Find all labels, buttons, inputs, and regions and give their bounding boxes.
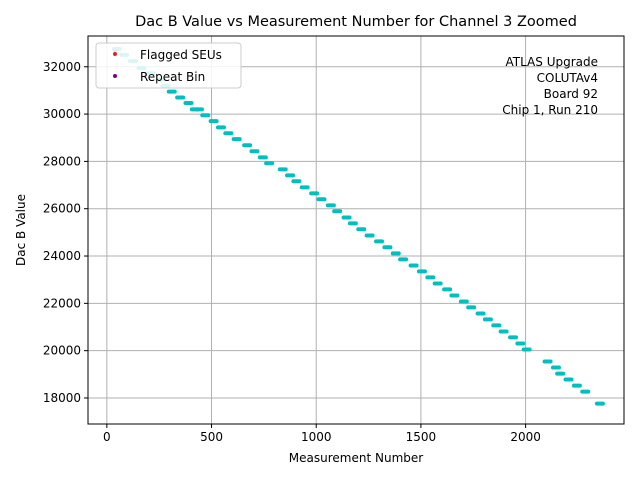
data-point [398,257,409,262]
data-point [341,215,352,220]
x-tick-label: 0 [103,430,111,444]
data-point [316,197,327,202]
data-point [347,221,358,226]
y-tick-label: 28000 [43,154,81,168]
annotation-line-2: COLUTAv4 [537,71,598,85]
data-point [374,239,385,244]
data-point [382,245,393,250]
data-point [515,341,526,346]
legend-marker-repeat-bin [113,74,117,78]
data-point [356,227,367,232]
grid [88,36,624,424]
data-point [299,185,310,190]
y-tick-label: 30000 [43,107,81,121]
plot-frame [87,35,625,425]
data-point [442,287,453,292]
x-tick-label: 1000 [301,430,332,444]
data-point [425,275,436,280]
y-tick-label: 24000 [43,249,81,263]
data-point [475,311,486,316]
data-point [285,173,296,178]
data-point [183,100,194,105]
data-point [555,371,566,376]
legend: Flagged SEUs Repeat Bin [95,42,242,89]
y-axis-label: Dac B Value [14,194,28,266]
y-tick-label: 22000 [43,296,81,310]
legend-marker-flagged-seus [113,52,117,56]
data-point [277,167,288,172]
annotation-line-1: ATLAS Upgrade [505,55,598,69]
data-point [408,263,419,268]
data-point [264,161,275,166]
data-point [458,299,469,304]
data-point [449,293,460,298]
data-point [594,401,605,406]
data-point [498,329,509,334]
data-point [291,179,302,184]
y-tick-label: 18000 [43,391,81,405]
data-point [200,113,211,118]
x-tick-label: 500 [200,430,223,444]
data-point [390,251,401,256]
data-point [193,107,204,112]
data-point [166,89,177,94]
x-axis-label: Measurement Number [289,451,423,465]
data-point [242,143,253,148]
data-point [208,119,219,124]
data-point [491,323,502,328]
y-tick-label: 32000 [43,60,81,74]
annotation-line-3: Board 92 [544,87,598,101]
data-point [231,137,242,142]
data-point [364,233,375,238]
data-point [257,155,268,160]
data-point [563,377,574,382]
data-point [175,95,186,100]
data-point [309,191,320,196]
legend-frame [95,42,242,89]
data-point [249,149,260,154]
legend-label-repeat-bin: Repeat Bin [140,70,205,84]
data-point [432,281,443,286]
data-point [542,359,553,364]
y-tick-label: 26000 [43,202,81,216]
y-tick-label: 20000 [43,344,81,358]
data-point [223,131,234,136]
data-point [550,365,561,370]
data-point [482,317,493,322]
data-point [508,335,519,340]
axis-ticks: 0 500 1000 1500 2000 18000 20000 22000 24000 2600… [43,60,541,444]
data-point [466,305,477,310]
x-tick-label: 2000 [510,430,541,444]
run-annotation: ATLAS Upgrade COLUTAv4 Board 92 Chip 1, … [502,55,598,117]
data-point [580,389,591,394]
data-point [215,125,226,130]
x-tick-label: 1500 [406,430,437,444]
data-point [325,203,336,208]
annotation-line-4: Chip 1, Run 210 [502,103,598,117]
chart-title: Dac B Value vs Measurement Number for Ch… [135,14,577,30]
data-point [521,347,532,352]
data-point [416,269,427,274]
data-point [571,383,582,388]
data-point [332,209,343,214]
legend-label-flagged-seus: Flagged SEUs [140,48,222,62]
